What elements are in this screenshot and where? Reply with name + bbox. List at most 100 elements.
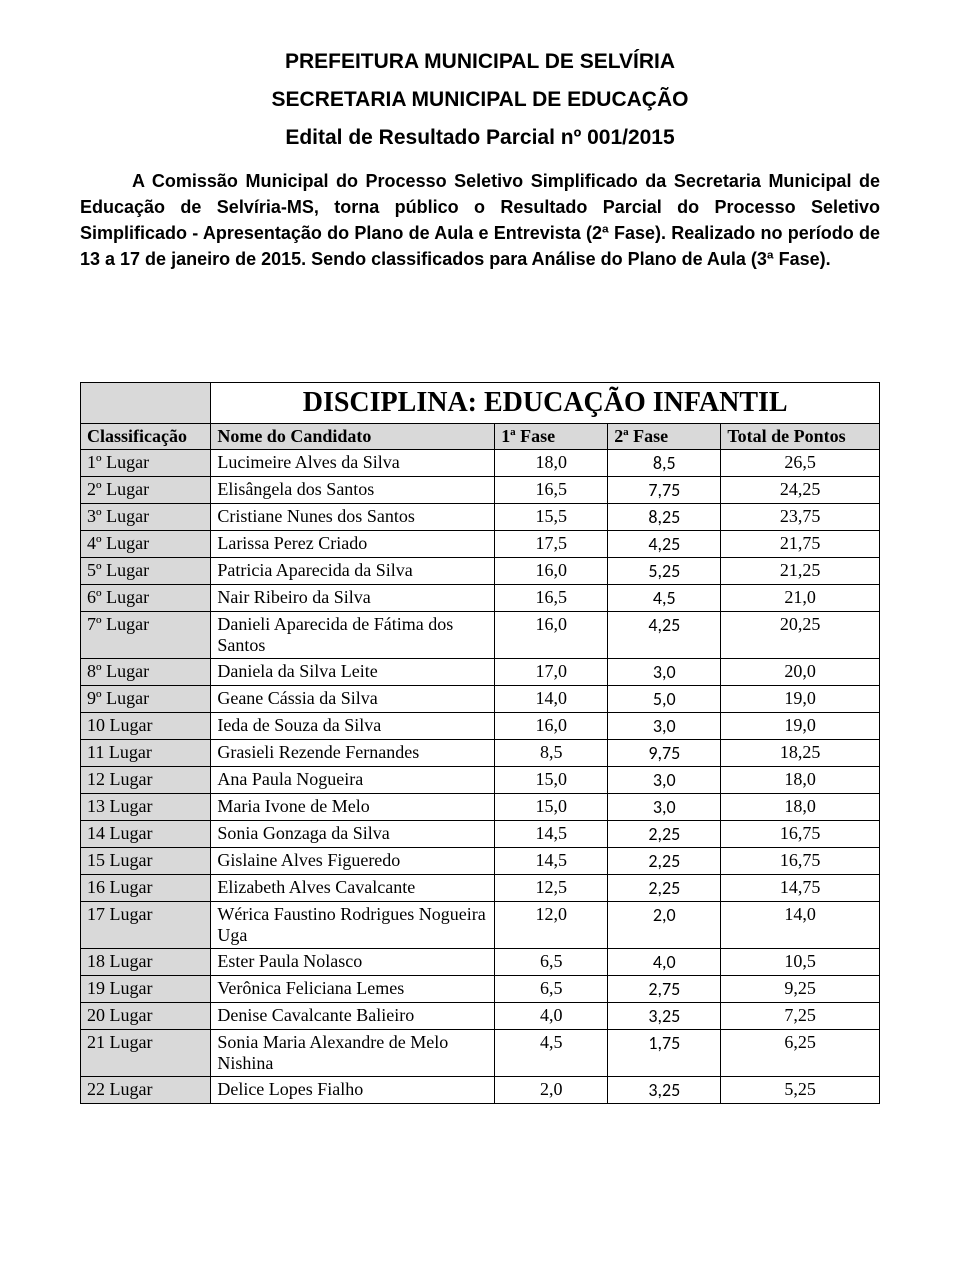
cell-classificacao: 1º Lugar — [81, 450, 211, 477]
cell-classificacao: 17 Lugar — [81, 902, 211, 949]
cell-fase1: 4,0 — [495, 1003, 608, 1030]
cell-fase1: 17,0 — [495, 659, 608, 686]
col-classificacao: Classificação — [81, 424, 211, 450]
col-fase1: 1ª Fase — [495, 424, 608, 450]
table-row: 21 LugarSonia Maria Alexandre de Melo Ni… — [81, 1030, 880, 1077]
cell-fase2: 3,0 — [608, 794, 721, 821]
cell-nome: Maria Ivone de Melo — [211, 794, 495, 821]
table-row: 12 LugarAna Paula Nogueira15,03,018,0 — [81, 767, 880, 794]
cell-fase2: 7,75 — [608, 477, 721, 504]
cell-total: 7,25 — [721, 1003, 880, 1030]
cell-nome: Larissa Perez Criado — [211, 531, 495, 558]
cell-fase1: 6,5 — [495, 949, 608, 976]
table-header-row: Classificação Nome do Candidato 1ª Fase … — [81, 424, 880, 450]
table-row: 15 LugarGislaine Alves Figueredo14,52,25… — [81, 848, 880, 875]
cell-fase1: 2,0 — [495, 1077, 608, 1104]
table-row: 5º LugarPatricia Aparecida da Silva16,05… — [81, 558, 880, 585]
cell-fase1: 12,0 — [495, 902, 608, 949]
cell-fase1: 4,5 — [495, 1030, 608, 1077]
cell-classificacao: 11 Lugar — [81, 740, 211, 767]
table-row: 18 LugarEster Paula Nolasco6,54,010,5 — [81, 949, 880, 976]
table-row: 10 LugarIeda de Souza da Silva16,03,019,… — [81, 713, 880, 740]
table-title-row: DISCIPLINA: EDUCAÇÃO INFANTIL — [81, 383, 880, 424]
cell-nome: Nair Ribeiro da Silva — [211, 585, 495, 612]
cell-fase1: 14,5 — [495, 848, 608, 875]
cell-total: 18,0 — [721, 794, 880, 821]
cell-fase2: 2,25 — [608, 821, 721, 848]
cell-total: 24,25 — [721, 477, 880, 504]
cell-total: 21,0 — [721, 585, 880, 612]
cell-classificacao: 5º Lugar — [81, 558, 211, 585]
results-table: DISCIPLINA: EDUCAÇÃO INFANTIL Classifica… — [80, 382, 880, 1104]
cell-classificacao: 7º Lugar — [81, 612, 211, 659]
cell-classificacao: 4º Lugar — [81, 531, 211, 558]
table-row: 22 LugarDelice Lopes Fialho2,03,255,25 — [81, 1077, 880, 1104]
cell-fase1: 17,5 — [495, 531, 608, 558]
table-title: DISCIPLINA: EDUCAÇÃO INFANTIL — [211, 383, 880, 424]
cell-nome: Gislaine Alves Figueredo — [211, 848, 495, 875]
cell-fase1: 15,0 — [495, 794, 608, 821]
cell-fase2: 3,25 — [608, 1003, 721, 1030]
cell-fase1: 16,0 — [495, 558, 608, 585]
table-row: 14 LugarSonia Gonzaga da Silva14,52,2516… — [81, 821, 880, 848]
cell-fase2: 3,25 — [608, 1077, 721, 1104]
cell-classificacao: 12 Lugar — [81, 767, 211, 794]
cell-total: 19,0 — [721, 713, 880, 740]
cell-nome: Delice Lopes Fialho — [211, 1077, 495, 1104]
cell-classificacao: 13 Lugar — [81, 794, 211, 821]
cell-total: 18,0 — [721, 767, 880, 794]
col-nome: Nome do Candidato — [211, 424, 495, 450]
cell-fase2: 2,0 — [608, 902, 721, 949]
cell-classificacao: 9º Lugar — [81, 686, 211, 713]
cell-fase1: 15,0 — [495, 767, 608, 794]
cell-nome: Cristiane Nunes dos Santos — [211, 504, 495, 531]
table-row: 20 LugarDenise Cavalcante Balieiro4,03,2… — [81, 1003, 880, 1030]
cell-classificacao: 21 Lugar — [81, 1030, 211, 1077]
table-row: 2º LugarElisângela dos Santos16,57,7524,… — [81, 477, 880, 504]
cell-total: 16,75 — [721, 821, 880, 848]
table-title-blank — [81, 383, 211, 424]
cell-fase1: 18,0 — [495, 450, 608, 477]
cell-total: 9,25 — [721, 976, 880, 1003]
cell-fase1: 14,0 — [495, 686, 608, 713]
cell-nome: Lucimeire Alves da Silva — [211, 450, 495, 477]
cell-fase1: 14,5 — [495, 821, 608, 848]
cell-fase2: 3,0 — [608, 713, 721, 740]
cell-total: 19,0 — [721, 686, 880, 713]
cell-total: 10,5 — [721, 949, 880, 976]
cell-classificacao: 2º Lugar — [81, 477, 211, 504]
cell-total: 20,25 — [721, 612, 880, 659]
table-row: 9º LugarGeane Cássia da Silva14,05,019,0 — [81, 686, 880, 713]
col-fase2: 2ª Fase — [608, 424, 721, 450]
cell-classificacao: 22 Lugar — [81, 1077, 211, 1104]
header-line-1: PREFEITURA MUNICIPAL DE SELVÍRIA — [80, 50, 880, 74]
cell-fase2: 5,0 — [608, 686, 721, 713]
cell-fase2: 1,75 — [608, 1030, 721, 1077]
cell-fase2: 9,75 — [608, 740, 721, 767]
cell-total: 5,25 — [721, 1077, 880, 1104]
cell-fase2: 2,25 — [608, 848, 721, 875]
cell-fase1: 6,5 — [495, 976, 608, 1003]
cell-nome: Verônica Feliciana Lemes — [211, 976, 495, 1003]
cell-fase2: 8,5 — [608, 450, 721, 477]
cell-nome: Ana Paula Nogueira — [211, 767, 495, 794]
cell-fase2: 5,25 — [608, 558, 721, 585]
document-header: PREFEITURA MUNICIPAL DE SELVÍRIA SECRETA… — [80, 50, 880, 150]
table-row: 17 LugarWérica Faustino Rodrigues Noguei… — [81, 902, 880, 949]
table-row: 11 LugarGrasieli Rezende Fernandes8,59,7… — [81, 740, 880, 767]
cell-fase2: 2,25 — [608, 875, 721, 902]
cell-nome: Grasieli Rezende Fernandes — [211, 740, 495, 767]
cell-fase2: 4,25 — [608, 612, 721, 659]
cell-total: 14,75 — [721, 875, 880, 902]
cell-nome: Danieli Aparecida de Fátima dos Santos — [211, 612, 495, 659]
cell-total: 23,75 — [721, 504, 880, 531]
cell-total: 18,25 — [721, 740, 880, 767]
cell-fase1: 16,5 — [495, 585, 608, 612]
cell-fase2: 4,0 — [608, 949, 721, 976]
cell-classificacao: 6º Lugar — [81, 585, 211, 612]
cell-classificacao: 14 Lugar — [81, 821, 211, 848]
cell-nome: Denise Cavalcante Balieiro — [211, 1003, 495, 1030]
table-row: 6º LugarNair Ribeiro da Silva16,54,521,0 — [81, 585, 880, 612]
cell-total: 6,25 — [721, 1030, 880, 1077]
cell-fase2: 3,0 — [608, 659, 721, 686]
